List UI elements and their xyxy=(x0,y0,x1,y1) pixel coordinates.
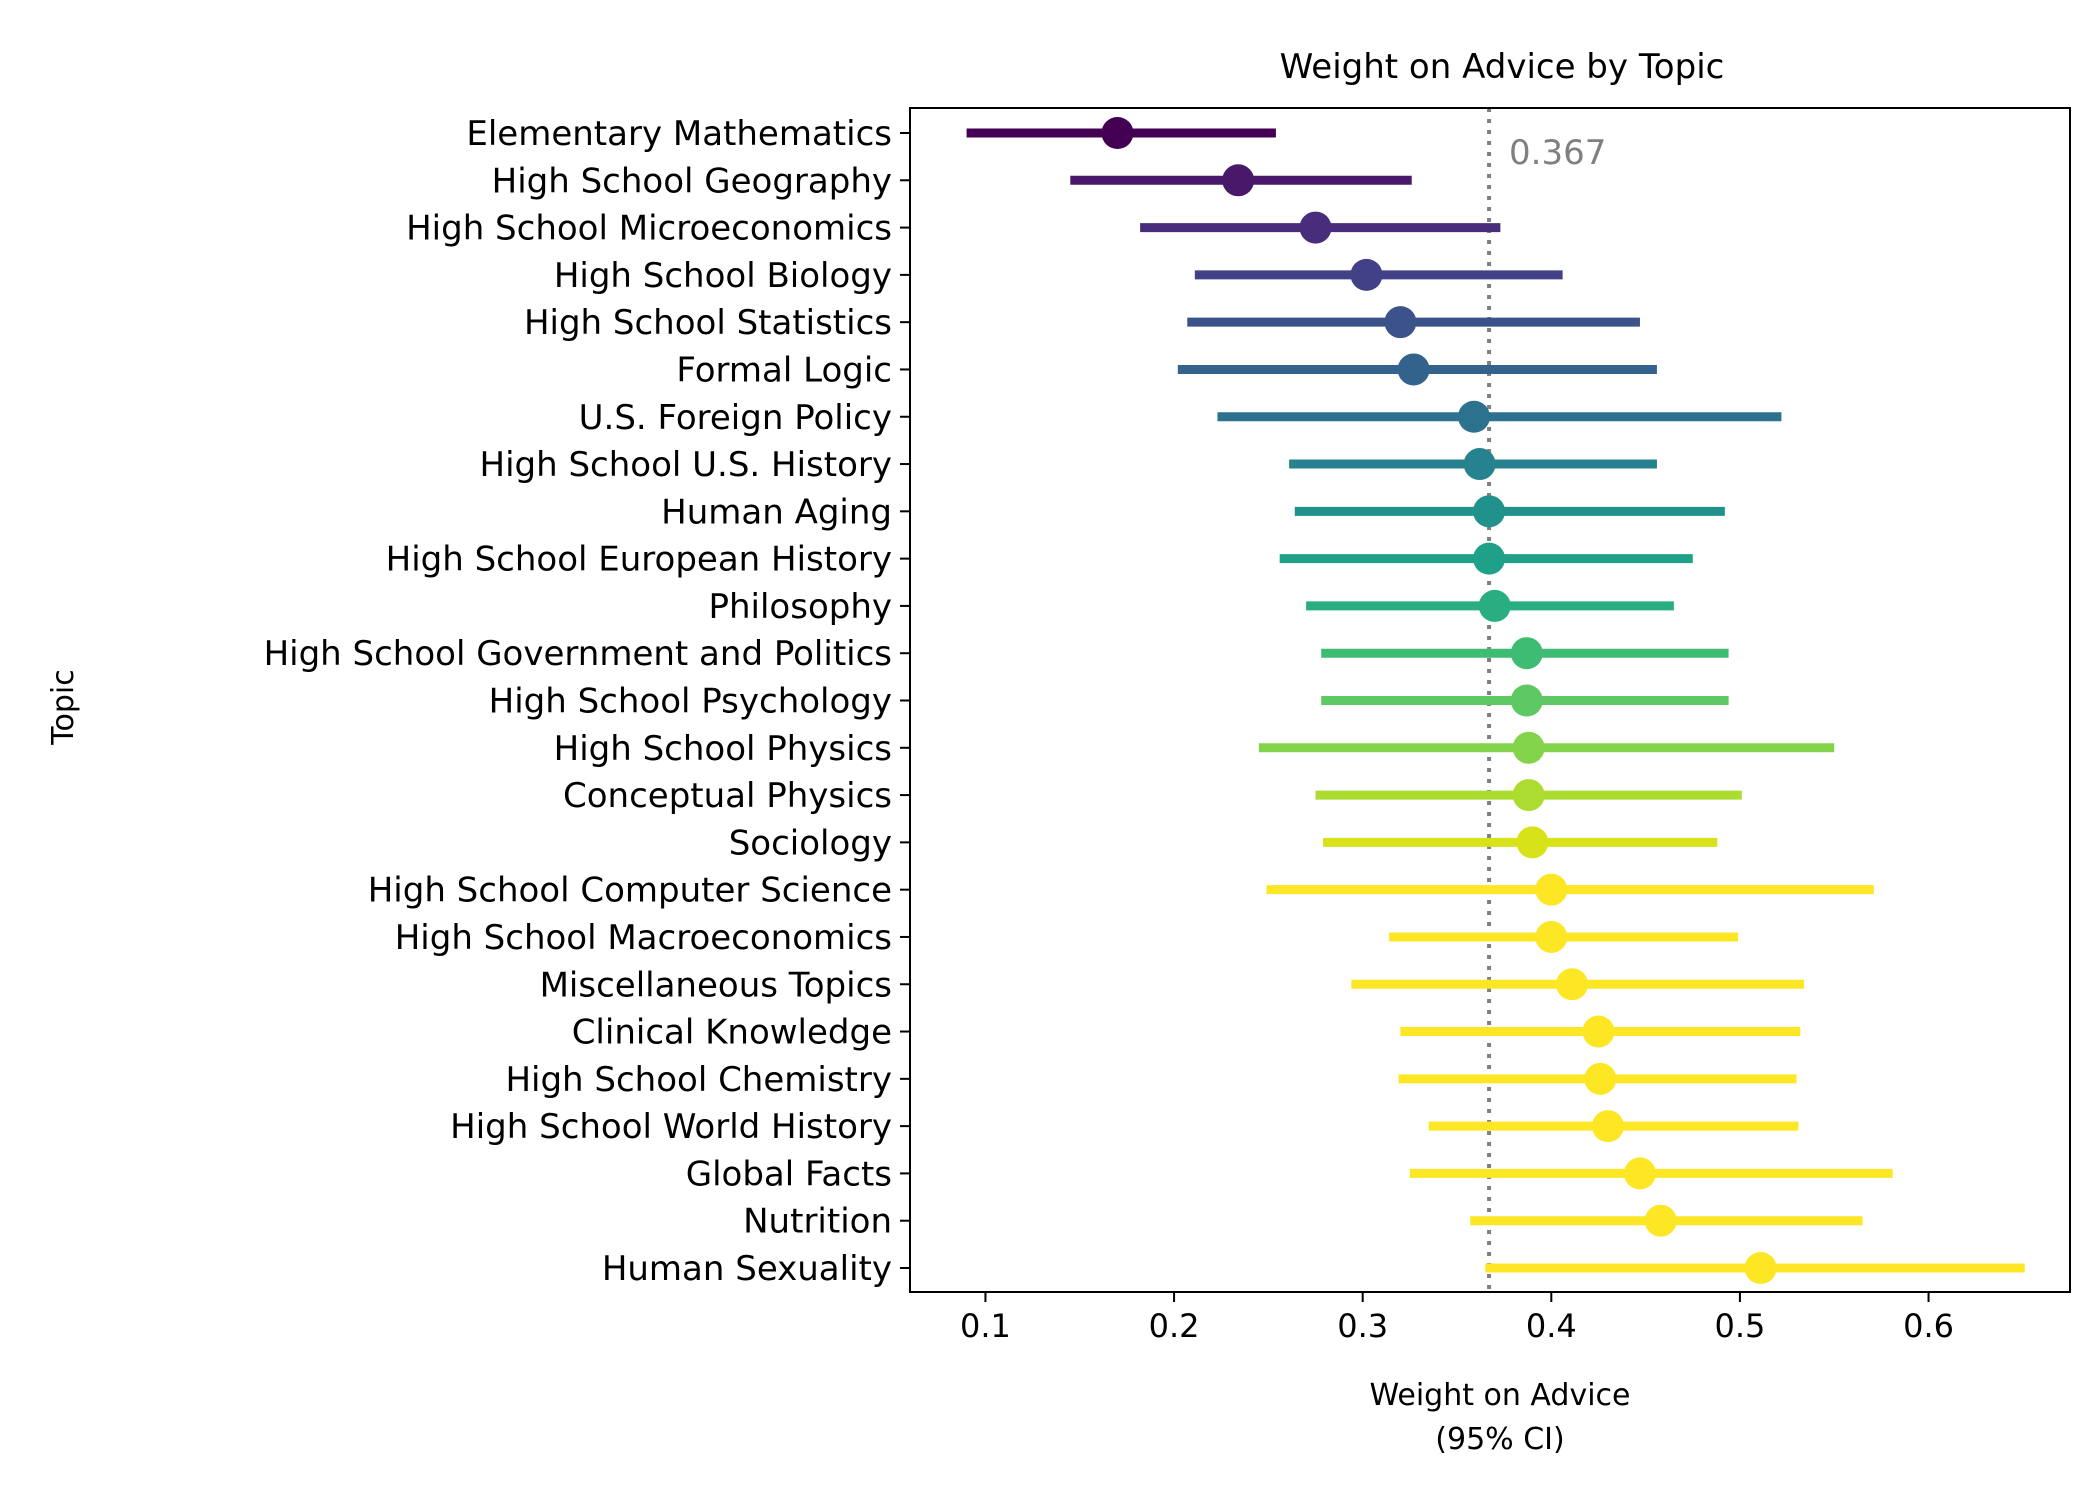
x-axis-label: Weight on Advice xyxy=(1369,1378,1630,1413)
y-tick-label: High School World History xyxy=(450,1107,892,1147)
chart-title: Weight on Advice by Topic xyxy=(1280,47,1725,87)
mean-point xyxy=(1384,306,1417,339)
y-tick-label: Miscellaneous Topics xyxy=(540,965,892,1005)
mean-point xyxy=(1556,968,1589,1001)
mean-point xyxy=(1591,1110,1624,1143)
x-tick-label: 0.5 xyxy=(1714,1307,1765,1345)
y-tick-label: High School Psychology xyxy=(489,682,892,722)
mean-point xyxy=(1510,637,1543,670)
mean-point xyxy=(1535,873,1568,906)
mean-point xyxy=(1512,731,1545,764)
y-tick-label: High School Chemistry xyxy=(505,1060,892,1100)
y-tick-label: Philosophy xyxy=(708,587,892,627)
mean-point xyxy=(1516,826,1549,859)
mean-point xyxy=(1299,211,1332,244)
y-tick-label: High School Geography xyxy=(492,161,892,201)
y-tick-label: High School Statistics xyxy=(524,303,892,343)
mean-point xyxy=(1644,1204,1677,1237)
plot-area: 0.367 Elementary Mathematics High School G… xyxy=(264,107,2071,1345)
y-tick-label: High School Biology xyxy=(554,256,892,296)
y-axis-label: Topic xyxy=(46,669,81,745)
mean-point xyxy=(1397,353,1430,386)
mean-point xyxy=(1222,164,1255,197)
mean-point xyxy=(1510,684,1543,717)
mean-point xyxy=(1584,1062,1617,1095)
mean-point xyxy=(1350,258,1383,291)
x-tick-label: 0.3 xyxy=(1337,1307,1388,1345)
x-tick-label: 0.2 xyxy=(1149,1307,1200,1345)
mean-point xyxy=(1101,117,1134,149)
x-tick-label: 0.6 xyxy=(1903,1307,1954,1345)
y-tick-label: Nutrition xyxy=(743,1202,892,1242)
y-tick-label: Conceptual Physics xyxy=(563,776,892,816)
mean-point xyxy=(1512,779,1545,812)
y-tick-label: Human Aging xyxy=(661,492,892,532)
y-tick-label: High School Physics xyxy=(554,729,892,769)
y-tick-label: Sociology xyxy=(729,823,892,863)
mean-point xyxy=(1744,1252,1777,1284)
mean-point xyxy=(1457,400,1490,433)
x-tick-label: 0.1 xyxy=(960,1307,1011,1345)
plot-frame xyxy=(909,107,2071,1293)
x-tick-label: 0.4 xyxy=(1526,1307,1577,1345)
y-tick-label: U.S. Foreign Policy xyxy=(579,398,892,438)
y-tick-label: Elementary Mathematics xyxy=(466,114,892,154)
mean-point xyxy=(1535,920,1568,953)
y-tick-label: High School Computer Science xyxy=(368,871,892,911)
mean-point xyxy=(1582,1015,1615,1048)
y-tick-label: High School Government and Politics xyxy=(264,634,892,674)
y-tick-label: High School U.S. History xyxy=(480,445,892,485)
y-tick-label: High School European History xyxy=(386,540,892,580)
y-tick-label: Global Facts xyxy=(686,1154,892,1194)
y-tick-label: Clinical Knowledge xyxy=(572,1013,892,1053)
x-axis-label-ci: (95% CI) xyxy=(1435,1422,1564,1457)
mean-point xyxy=(1478,589,1511,622)
y-tick-label: High School Macroeconomics xyxy=(395,918,892,958)
y-tick-label: Formal Logic xyxy=(676,350,892,390)
y-tick-label: High School Microeconomics xyxy=(406,209,892,249)
mean-point xyxy=(1473,542,1506,575)
mean-point xyxy=(1623,1157,1656,1190)
reference-line-label: 0.367 xyxy=(1509,133,1606,173)
y-tick-label: Human Sexuality xyxy=(602,1249,892,1289)
mean-point xyxy=(1473,495,1506,528)
mean-point xyxy=(1463,448,1496,481)
